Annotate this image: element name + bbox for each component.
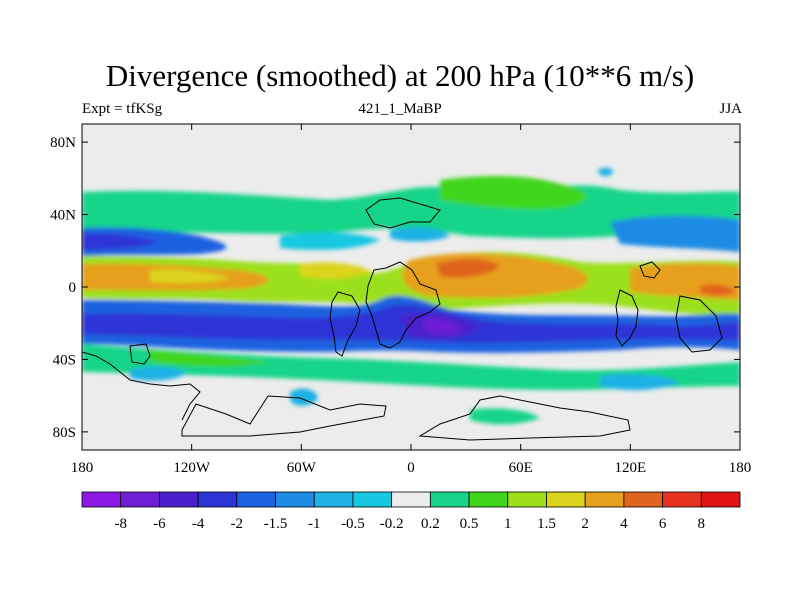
colorbar-swatch-14 [623,491,663,508]
colorbar-swatch-7 [352,491,393,508]
patch-north-blue [598,167,613,177]
experiment-label: Expt = tfKSg [82,101,163,117]
coast-antarctic-west [181,395,387,437]
x-tick-label: 180 [71,460,94,476]
colorbar-swatch-16 [700,491,741,508]
core-tropics-africa-red [436,258,500,278]
y-tick-label: 80S [53,425,76,441]
colorbar-swatch-9 [429,491,470,508]
colorbar-label: 4 [620,516,628,532]
colorbar-swatch-12 [546,491,586,508]
colorbar-label: 1.5 [537,516,556,532]
coast-europe [365,197,441,229]
colorbar-label: -1 [308,516,321,532]
coast-australia [675,295,723,353]
colorbar-label: -6 [153,516,166,532]
colorbar-swatch-1 [120,491,160,508]
coastlines [82,197,723,441]
x-tick-label: 60W [287,460,317,476]
patch-south-bright [150,350,270,367]
y-tick-label: 40S [53,352,76,368]
colorbar-label: -1.5 [264,516,288,532]
core-south-violet [424,318,462,334]
y-axis: 80N 40N 0 40S 80S [50,135,740,441]
colorbar-swatch-2 [159,491,199,508]
colorbar: -8 -6 -4 -2 -1.5 -1 -0.5 -0.2 0.2 0.5 1 1.5 2 4 6 8 [81,491,741,532]
y-tick-label: 40N [50,208,76,224]
coast-south-west [82,351,201,421]
colorbar-label: -0.5 [341,516,365,532]
patch-tropics-atlantic [300,262,372,279]
colorbar-swatch-5 [275,491,315,508]
colorbar-swatch-11 [507,491,547,508]
band-south-green [82,344,740,390]
x-tick-label: 120E [614,460,646,476]
colorbar-swatch-13 [584,491,625,508]
colorbar-label: 1 [504,516,512,532]
colorbar-label: -4 [192,516,205,532]
case-label: 421_1_MaBP [358,101,442,117]
x-tick-label: 180 [729,460,752,476]
y-tick-label: 0 [69,280,77,296]
x-tick-label: 60E [509,460,533,476]
colorbar-label: 0.5 [460,516,479,532]
coast-south-america [329,291,361,357]
chart-title: Divergence (smoothed) at 200 hPa (10**6 … [105,58,695,93]
coast-asia-pacific [639,261,661,279]
colorbar-swatch-8 [391,491,431,508]
coast-south-pacific [129,343,151,365]
contour-field [82,124,740,450]
patch-south-lightblue-3 [600,374,680,391]
patch-south-lightblue-1 [290,388,318,406]
coast-africa [365,261,441,349]
patch-south-green-2 [470,408,540,425]
y-tick-label: 80N [50,135,76,151]
colorbar-swatch-10 [468,491,509,508]
coast-indonesia [615,289,639,347]
colorbar-swatch-3 [197,491,238,508]
patch-north-lightblue-mid [280,232,380,250]
colorbar-label: -8 [114,516,127,532]
x-tick-label: 120W [173,460,211,476]
coast-antarctic-east [418,395,631,441]
patch-south-lightblue-2 [130,366,186,381]
colorbar-label: -0.2 [380,516,404,532]
colorbar-swatch-4 [236,491,276,508]
colorbar-label: 2 [581,516,589,532]
x-axis: 180 120W 60W 0 60E 120E 180 [71,124,752,476]
colorbar-swatch-6 [313,491,354,508]
colorbar-swatch-15 [662,491,702,508]
colorbar-label: 6 [659,516,667,532]
colorbar-label: 0.2 [421,516,440,532]
core-tropics-west-yellow [150,269,230,284]
core-north-blue-west [82,233,160,250]
colorbar-label: -2 [231,516,244,532]
patch-north-blue-mid [390,227,450,242]
colorbar-swatch-0 [81,491,122,508]
band-north-blue-east [610,215,740,252]
patch-north-bright [440,176,587,210]
colorbar-label: 8 [698,516,706,532]
core-tropics-pacific-red [700,284,736,296]
season-label: JJA [719,101,742,117]
x-tick-label: 0 [407,460,415,476]
